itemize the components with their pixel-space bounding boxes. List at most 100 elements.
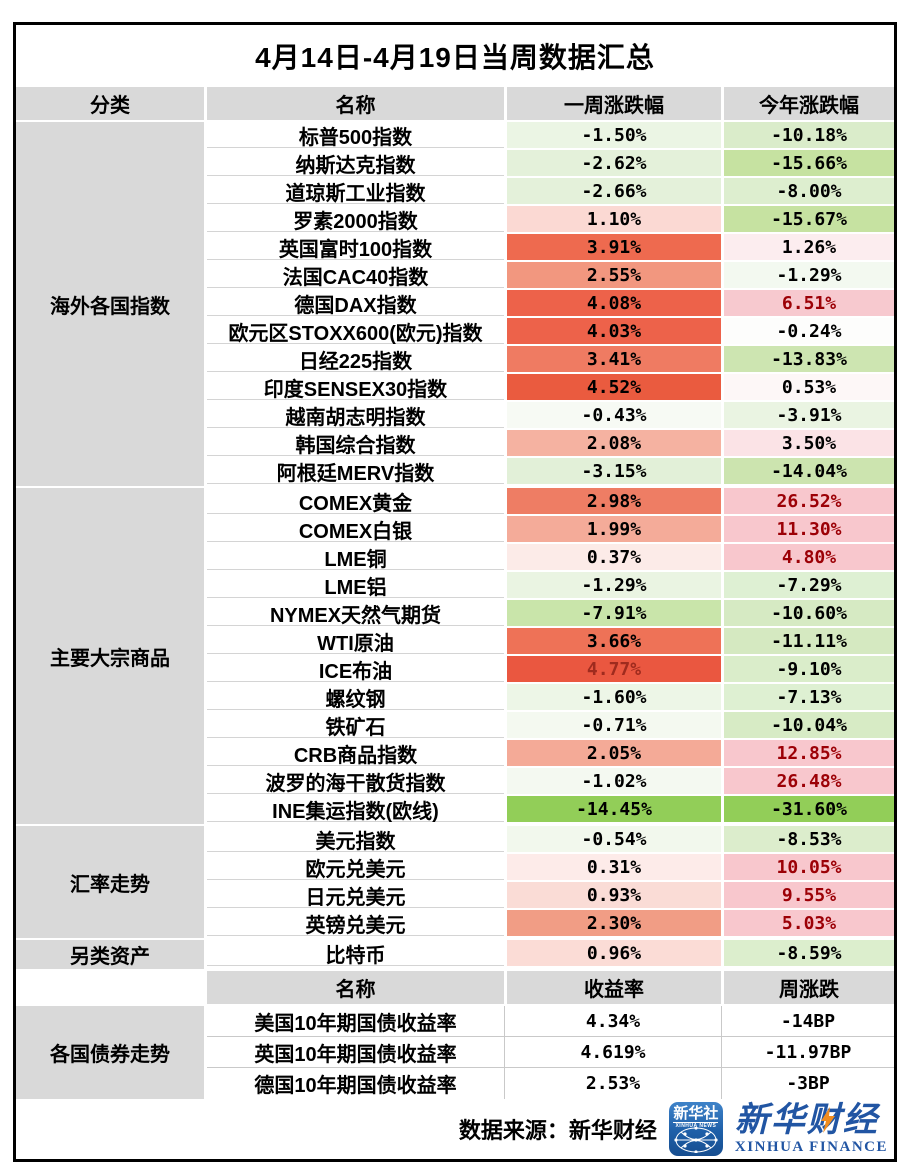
name-cell: LME铝	[207, 572, 504, 600]
name-cell: 比特币	[207, 940, 504, 968]
name-cell: COMEX黄金	[207, 488, 504, 516]
name-cell: LME铜	[207, 544, 504, 572]
week-change-cell: 0.37%	[507, 544, 721, 572]
name-cell: 美元指数	[207, 826, 504, 854]
ytd-change-cell: -31.60%	[724, 796, 894, 824]
xinhua-news-en-label: XINHUA NEWS	[675, 1123, 717, 1129]
name-cell: 德国DAX指数	[207, 290, 504, 318]
name-cell: 越南胡志明指数	[207, 402, 504, 430]
week-change-cell: -1.29%	[507, 572, 721, 600]
ytd-change-cell: -11.11%	[724, 628, 894, 656]
name-cell: 英国10年期国债收益率	[207, 1037, 504, 1068]
table-section: 海外各国指数 标普500指数 -1.50% -10.18% 纳斯达克指数 -2.62% -1…	[16, 122, 894, 486]
ytd-change-cell: 26.52%	[724, 488, 894, 516]
xinhua-finance-cn-label: 新华财经	[734, 1101, 879, 1140]
ytd-change-cell: -8.59%	[724, 940, 894, 968]
week-change-cell: 1.10%	[507, 206, 721, 234]
summary-table: 4月14日-4月19日当周数据汇总 分类 名称 一周涨跌幅 今年涨跌幅 海外各国…	[13, 22, 897, 1162]
ytd-change-cell: 1.26%	[724, 234, 894, 262]
table-footer: 数据来源：新华财经 新华社 XINHUA NEWS	[16, 1099, 894, 1159]
ytd-change-cell: -7.29%	[724, 572, 894, 600]
ytd-change-cell: -8.53%	[724, 826, 894, 854]
column-spacer	[204, 1006, 207, 1099]
week-change-cell: -3.15%	[507, 458, 721, 486]
name-cell: 罗素2000指数	[207, 206, 504, 234]
header-week-change: 一周涨跌幅	[507, 87, 721, 120]
name-cell: WTI原油	[207, 628, 504, 656]
week-change-cell: 4.77%	[507, 656, 721, 684]
category-cell: 各国债券走势	[16, 1006, 204, 1099]
ytd-change-cell: 6.51%	[724, 290, 894, 318]
week-change-cell: 3.91%	[507, 234, 721, 262]
name-cell: 德国10年期国债收益率	[207, 1068, 504, 1099]
ytd-change-cell: -10.18%	[724, 122, 894, 150]
bond-table-body: 各国债券走势 美国10年期国债收益率 4.34% -14BP 英国10年期国债收益率 4.…	[16, 1006, 894, 1099]
name-cell: 美国10年期国债收益率	[207, 1006, 504, 1037]
bond-header-row: 名称 收益率 周涨跌	[16, 971, 894, 1004]
name-cell: 日经225指数	[207, 346, 504, 374]
ytd-change-cell: 10.05%	[724, 854, 894, 882]
xinhua-news-logo: 新华社 XINHUA NEWS	[668, 1102, 723, 1156]
ytd-change-cell: 26.48%	[724, 768, 894, 796]
week-change-cell: 4.08%	[507, 290, 721, 318]
header-name: 名称	[207, 87, 504, 120]
week-change-cell: 3.66%	[507, 628, 721, 656]
ytd-change-cell: -1.29%	[724, 262, 894, 290]
bond-header-empty	[16, 971, 204, 1004]
ytd-change-cell: 3.50%	[724, 430, 894, 458]
week-change-cell: 4.03%	[507, 318, 721, 346]
xinhua-news-cn-label: 新华社	[673, 1105, 719, 1123]
week-change-cell: 3.41%	[507, 346, 721, 374]
week-change-cell: -1.02%	[507, 768, 721, 796]
ytd-change-cell: -9.10%	[724, 656, 894, 684]
ytd-change-cell: 4.80%	[724, 544, 894, 572]
data-source-label: 数据来源：新华财经	[458, 1118, 657, 1143]
ytd-change-cell: -15.66%	[724, 150, 894, 178]
name-cell: 螺纹钢	[207, 684, 504, 712]
ytd-change-cell: 9.55%	[724, 882, 894, 910]
category-cell: 汇率走势	[16, 826, 204, 938]
week-change-cell: -0.54%	[507, 826, 721, 854]
name-cell: NYMEX天然气期货	[207, 600, 504, 628]
week-change-cell: -1.60%	[507, 684, 721, 712]
week-change-cell: -14.45%	[507, 796, 721, 824]
ytd-change-cell: -10.60%	[724, 600, 894, 628]
ytd-change-cell: -13.83%	[724, 346, 894, 374]
ytd-change-cell: 5.03%	[724, 910, 894, 938]
name-cell: 欧元兑美元	[207, 854, 504, 882]
week-change-cell: -11.97BP	[721, 1037, 894, 1068]
name-cell: 波罗的海干散货指数	[207, 768, 504, 796]
week-change-cell: 4.52%	[507, 374, 721, 402]
name-cell: COMEX白银	[207, 516, 504, 544]
lightning-icon	[820, 1106, 835, 1140]
ytd-change-cell: 11.30%	[724, 516, 894, 544]
name-cell: 阿根廷MERV指数	[207, 458, 504, 486]
ytd-change-cell: -10.04%	[724, 712, 894, 740]
week-change-cell: 0.96%	[507, 940, 721, 968]
name-cell: CRB商品指数	[207, 740, 504, 768]
table-section: 主要大宗商品 COMEX黄金 2.98% 26.52% COMEX白银 1.99% 11.3…	[16, 488, 894, 824]
yield-cell: 2.53%	[504, 1068, 721, 1099]
xinhua-finance-logo: 新华财经 XINHUA FINANCE	[734, 1101, 888, 1155]
week-change-cell: -0.71%	[507, 712, 721, 740]
table-section: 另类资产 比特币 0.96% -8.59%	[16, 940, 894, 969]
table-body: 海外各国指数 标普500指数 -1.50% -10.18% 纳斯达克指数 -2.62% -1…	[16, 122, 894, 969]
category-cell: 主要大宗商品	[16, 488, 204, 824]
name-cell: 英镑兑美元	[207, 910, 504, 938]
table-title: 4月14日-4月19日当周数据汇总	[255, 42, 655, 73]
yield-cell: 4.619%	[504, 1037, 721, 1068]
ytd-change-cell: -8.00%	[724, 178, 894, 206]
week-change-cell: 0.93%	[507, 882, 721, 910]
name-cell: 英国富时100指数	[207, 234, 504, 262]
name-cell: INE集运指数(欧线)	[207, 796, 504, 824]
week-change-cell: -14BP	[721, 1006, 894, 1037]
week-change-cell: -2.66%	[507, 178, 721, 206]
name-cell: ICE布油	[207, 656, 504, 684]
ytd-change-cell: 0.53%	[724, 374, 894, 402]
week-change-cell: 2.05%	[507, 740, 721, 768]
name-cell: 法国CAC40指数	[207, 262, 504, 290]
week-change-cell: 2.98%	[507, 488, 721, 516]
name-cell: 印度SENSEX30指数	[207, 374, 504, 402]
header-ytd-change: 今年涨跌幅	[724, 87, 894, 120]
name-cell: 韩国综合指数	[207, 430, 504, 458]
